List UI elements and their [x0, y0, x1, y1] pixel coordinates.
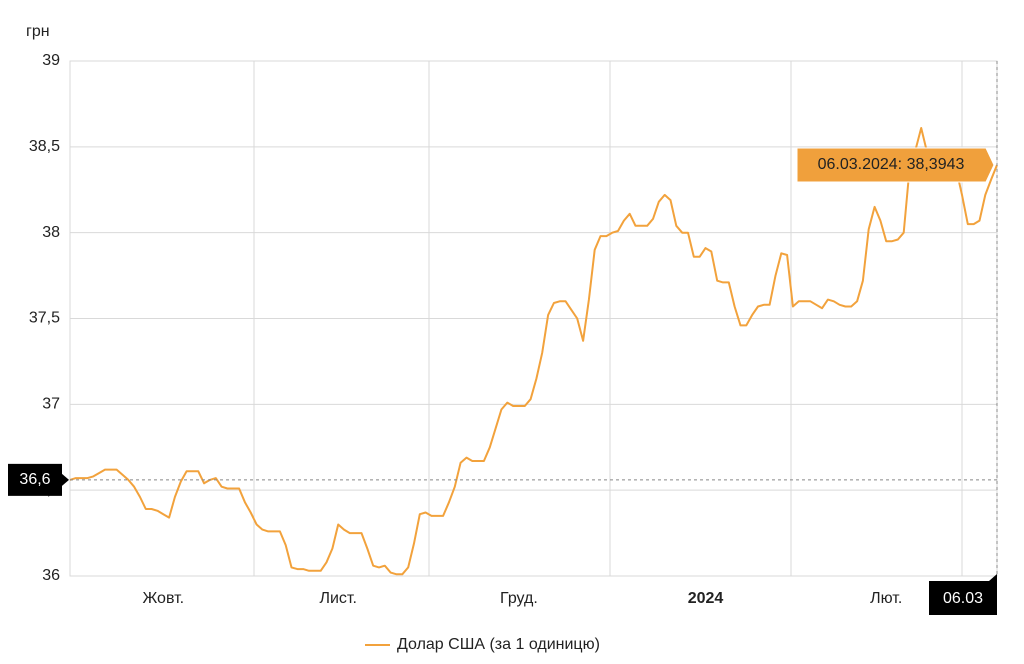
- crosshair-y-box: [8, 463, 62, 496]
- series-line: [69, 127, 998, 576]
- x-tick-label: Жовт.: [142, 590, 184, 607]
- crosshair-x-box: [929, 581, 997, 615]
- x-tick-label: Лют.: [870, 590, 902, 607]
- x-tick-label: Лист.: [319, 590, 356, 607]
- x-tick-label: 2024: [688, 590, 724, 607]
- tooltip-box: [796, 147, 995, 183]
- crosshair-x-arrow: [989, 574, 997, 581]
- y-tick-label: 39: [42, 52, 60, 69]
- tooltip-label: 06.03.2024: 38,3943: [818, 156, 965, 173]
- y-tick-label: 38: [42, 224, 60, 241]
- crosshair-y-arrow: [62, 473, 69, 486]
- y-tick-label: 37,5: [29, 310, 60, 327]
- y-unit: грн: [26, 23, 50, 40]
- x-tick-label: 06.03: [943, 590, 983, 607]
- x-tick-label: Груд.: [500, 590, 538, 607]
- crosshair-y-label: 36,6: [19, 471, 50, 488]
- y-tick-label: 38,5: [29, 138, 60, 155]
- legend-label[interactable]: Долар США (за 1 одиницю): [397, 636, 600, 653]
- y-tick-label: 36: [42, 567, 60, 584]
- y-tick-label: 37: [42, 396, 60, 413]
